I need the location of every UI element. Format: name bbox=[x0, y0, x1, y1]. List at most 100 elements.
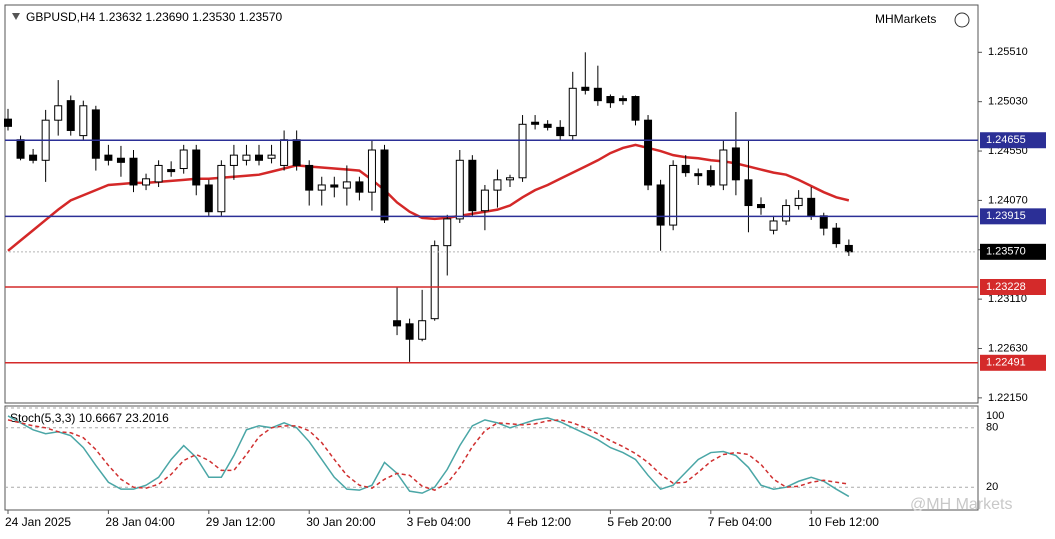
candle-body bbox=[606, 96, 615, 104]
candle-body bbox=[242, 154, 251, 161]
candle-body bbox=[731, 147, 740, 181]
candle-body bbox=[418, 320, 427, 340]
candle-body bbox=[744, 179, 753, 207]
candle-body bbox=[832, 227, 841, 245]
candle-body bbox=[116, 157, 125, 163]
candle-body bbox=[656, 184, 665, 226]
level-label: 1.24655 bbox=[986, 134, 1026, 146]
level-label-box bbox=[980, 278, 1046, 295]
candle-body bbox=[179, 149, 188, 170]
level-label: 1.23915 bbox=[986, 210, 1026, 222]
x-tick-label: 7 Feb 04:00 bbox=[708, 515, 772, 529]
candle-body bbox=[4, 118, 12, 127]
candle-body bbox=[493, 179, 502, 191]
candle-body bbox=[443, 218, 452, 247]
level-label: 1.22491 bbox=[986, 357, 1026, 369]
candle-body bbox=[29, 154, 38, 161]
candle-body bbox=[782, 205, 791, 222]
candle-body bbox=[468, 159, 477, 212]
candle-body bbox=[393, 320, 402, 327]
brand: MHMarkets bbox=[875, 12, 936, 26]
candle-body bbox=[204, 184, 213, 213]
stoch-panel bbox=[4, 405, 979, 511]
candle-body bbox=[192, 149, 201, 186]
candle-body bbox=[669, 164, 678, 226]
level-label-box bbox=[980, 243, 1046, 260]
candle-body bbox=[330, 184, 339, 188]
watermark: @MH Markets bbox=[910, 496, 1012, 513]
level-label: 1.23228 bbox=[986, 281, 1026, 293]
x-tick-label: 29 Jan 12:00 bbox=[206, 515, 276, 529]
candle-body bbox=[255, 154, 263, 161]
candle-body bbox=[769, 220, 778, 231]
candle-body bbox=[706, 170, 715, 186]
x-tick-label: 10 Feb 12:00 bbox=[808, 515, 879, 529]
candle-body bbox=[305, 164, 314, 191]
candle-body bbox=[129, 157, 138, 186]
candle-body bbox=[267, 154, 276, 159]
candle-body bbox=[807, 197, 816, 217]
candle-body bbox=[292, 139, 301, 166]
level-label-box bbox=[980, 132, 1046, 149]
candle-body bbox=[280, 139, 289, 166]
candle-body bbox=[844, 244, 853, 253]
chart-title: GBPUSD,H4 1.23632 1.23690 1.23530 1.2357… bbox=[26, 10, 283, 24]
main-panel bbox=[4, 4, 979, 404]
candle-body bbox=[342, 181, 351, 189]
candle-body bbox=[66, 100, 75, 131]
symbol-icon bbox=[12, 13, 20, 20]
x-tick-label: 30 Jan 20:00 bbox=[306, 515, 376, 529]
candle-body bbox=[355, 181, 364, 193]
candle-body bbox=[568, 87, 577, 137]
stoch-title: Stoch(5,3,3) 10.6667 23.2016 bbox=[10, 411, 169, 425]
candle-body bbox=[455, 159, 464, 220]
candle-body bbox=[317, 184, 326, 191]
y-tick-label: 1.23110 bbox=[988, 293, 1027, 305]
candle-body bbox=[104, 154, 113, 161]
x-tick-label: 28 Jan 04:00 bbox=[105, 515, 175, 529]
candle-body bbox=[556, 126, 565, 137]
candle-body bbox=[719, 149, 728, 186]
candle-body bbox=[631, 96, 640, 121]
y-tick-label: 1.24070 bbox=[988, 194, 1028, 206]
candle-body bbox=[794, 197, 803, 207]
candle-body bbox=[506, 177, 514, 181]
candle-body bbox=[229, 154, 238, 166]
candle-body bbox=[16, 139, 25, 159]
candle-body bbox=[430, 245, 439, 320]
x-tick-label: 4 Feb 12:00 bbox=[507, 515, 571, 529]
level-label: 1.23570 bbox=[986, 246, 1026, 258]
candle-body bbox=[79, 105, 88, 137]
candle-body bbox=[405, 323, 414, 340]
y-tick-label: 1.25030 bbox=[988, 96, 1028, 108]
candle-body bbox=[543, 123, 552, 128]
candle-body bbox=[480, 189, 489, 212]
y-tick-label: 1.22630 bbox=[988, 342, 1028, 354]
candle-body bbox=[142, 178, 151, 186]
candle-body bbox=[154, 164, 163, 183]
candle-body bbox=[518, 123, 527, 179]
stoch-line bbox=[7, 419, 849, 491]
candle-body bbox=[681, 164, 690, 174]
candle-body bbox=[531, 121, 540, 125]
candle-body bbox=[217, 164, 226, 213]
y-tick-label: 80 bbox=[986, 422, 998, 434]
x-tick-label: 5 Feb 20:00 bbox=[607, 515, 671, 529]
candle-body bbox=[54, 105, 63, 121]
candle-body bbox=[380, 149, 389, 221]
candle-body bbox=[581, 86, 590, 91]
brand-icon bbox=[954, 12, 970, 28]
y-tick-label: 20 bbox=[986, 481, 998, 493]
y-tick-label: 100 bbox=[986, 410, 1004, 422]
level-label-box bbox=[980, 354, 1046, 371]
y-tick-label: 1.25510 bbox=[988, 46, 1028, 58]
candle-body bbox=[618, 98, 627, 102]
candle-body bbox=[644, 119, 653, 186]
candle-body bbox=[694, 173, 703, 177]
candle-body bbox=[593, 87, 602, 102]
stoch-line bbox=[7, 415, 850, 498]
candle-body bbox=[819, 215, 828, 229]
